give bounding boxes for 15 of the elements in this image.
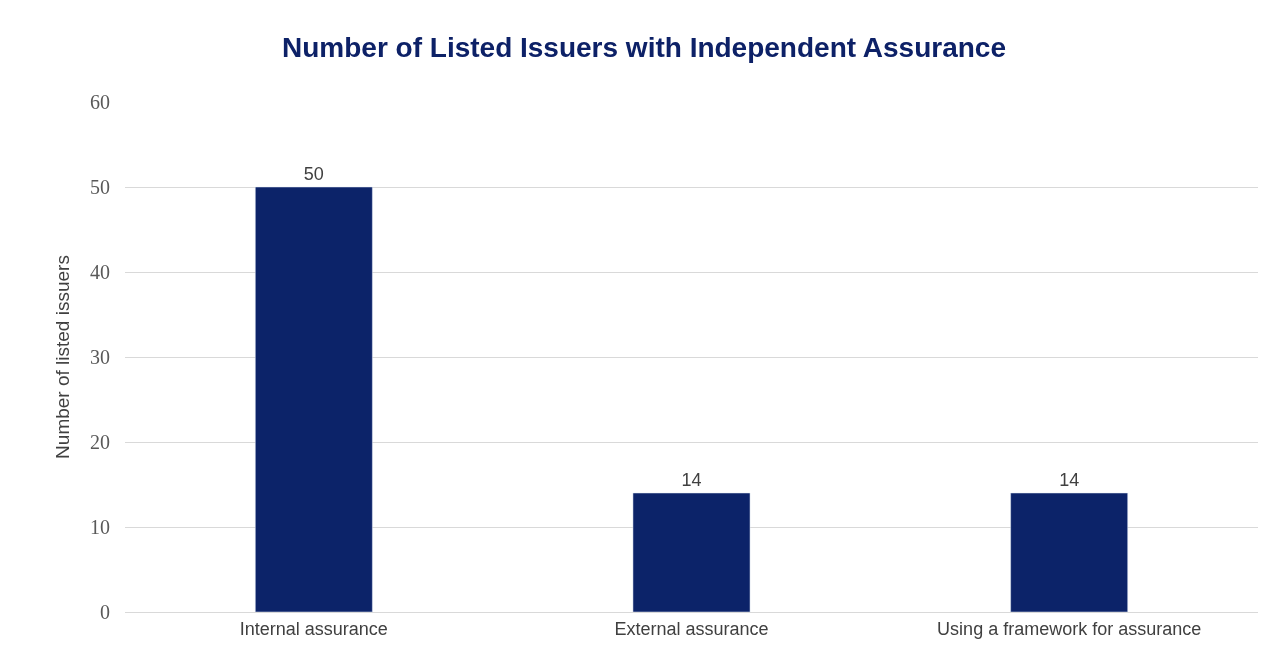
y-tick-label: 50 [90, 176, 110, 198]
data-label: 14 [1059, 470, 1080, 490]
x-tick-label: Internal assurance [239, 618, 388, 639]
y-tick-label: 0 [100, 601, 110, 623]
x-tick-label: Using a framework for assurance [937, 618, 1202, 639]
y-tick-label: 10 [90, 516, 110, 538]
chart-title: Number of Listed Issuers with Independent Assurance [282, 31, 1006, 63]
y-tick-label: 20 [90, 431, 110, 453]
y-tick-label: 60 [90, 91, 110, 113]
data-label: 14 [681, 470, 702, 490]
y-axis-title: Number of listed issuers [51, 255, 73, 459]
data-label: 50 [303, 164, 324, 184]
y-tick-label: 30 [90, 346, 110, 368]
y-tick-label: 40 [90, 261, 110, 283]
x-tick-label: External assurance [614, 618, 769, 639]
